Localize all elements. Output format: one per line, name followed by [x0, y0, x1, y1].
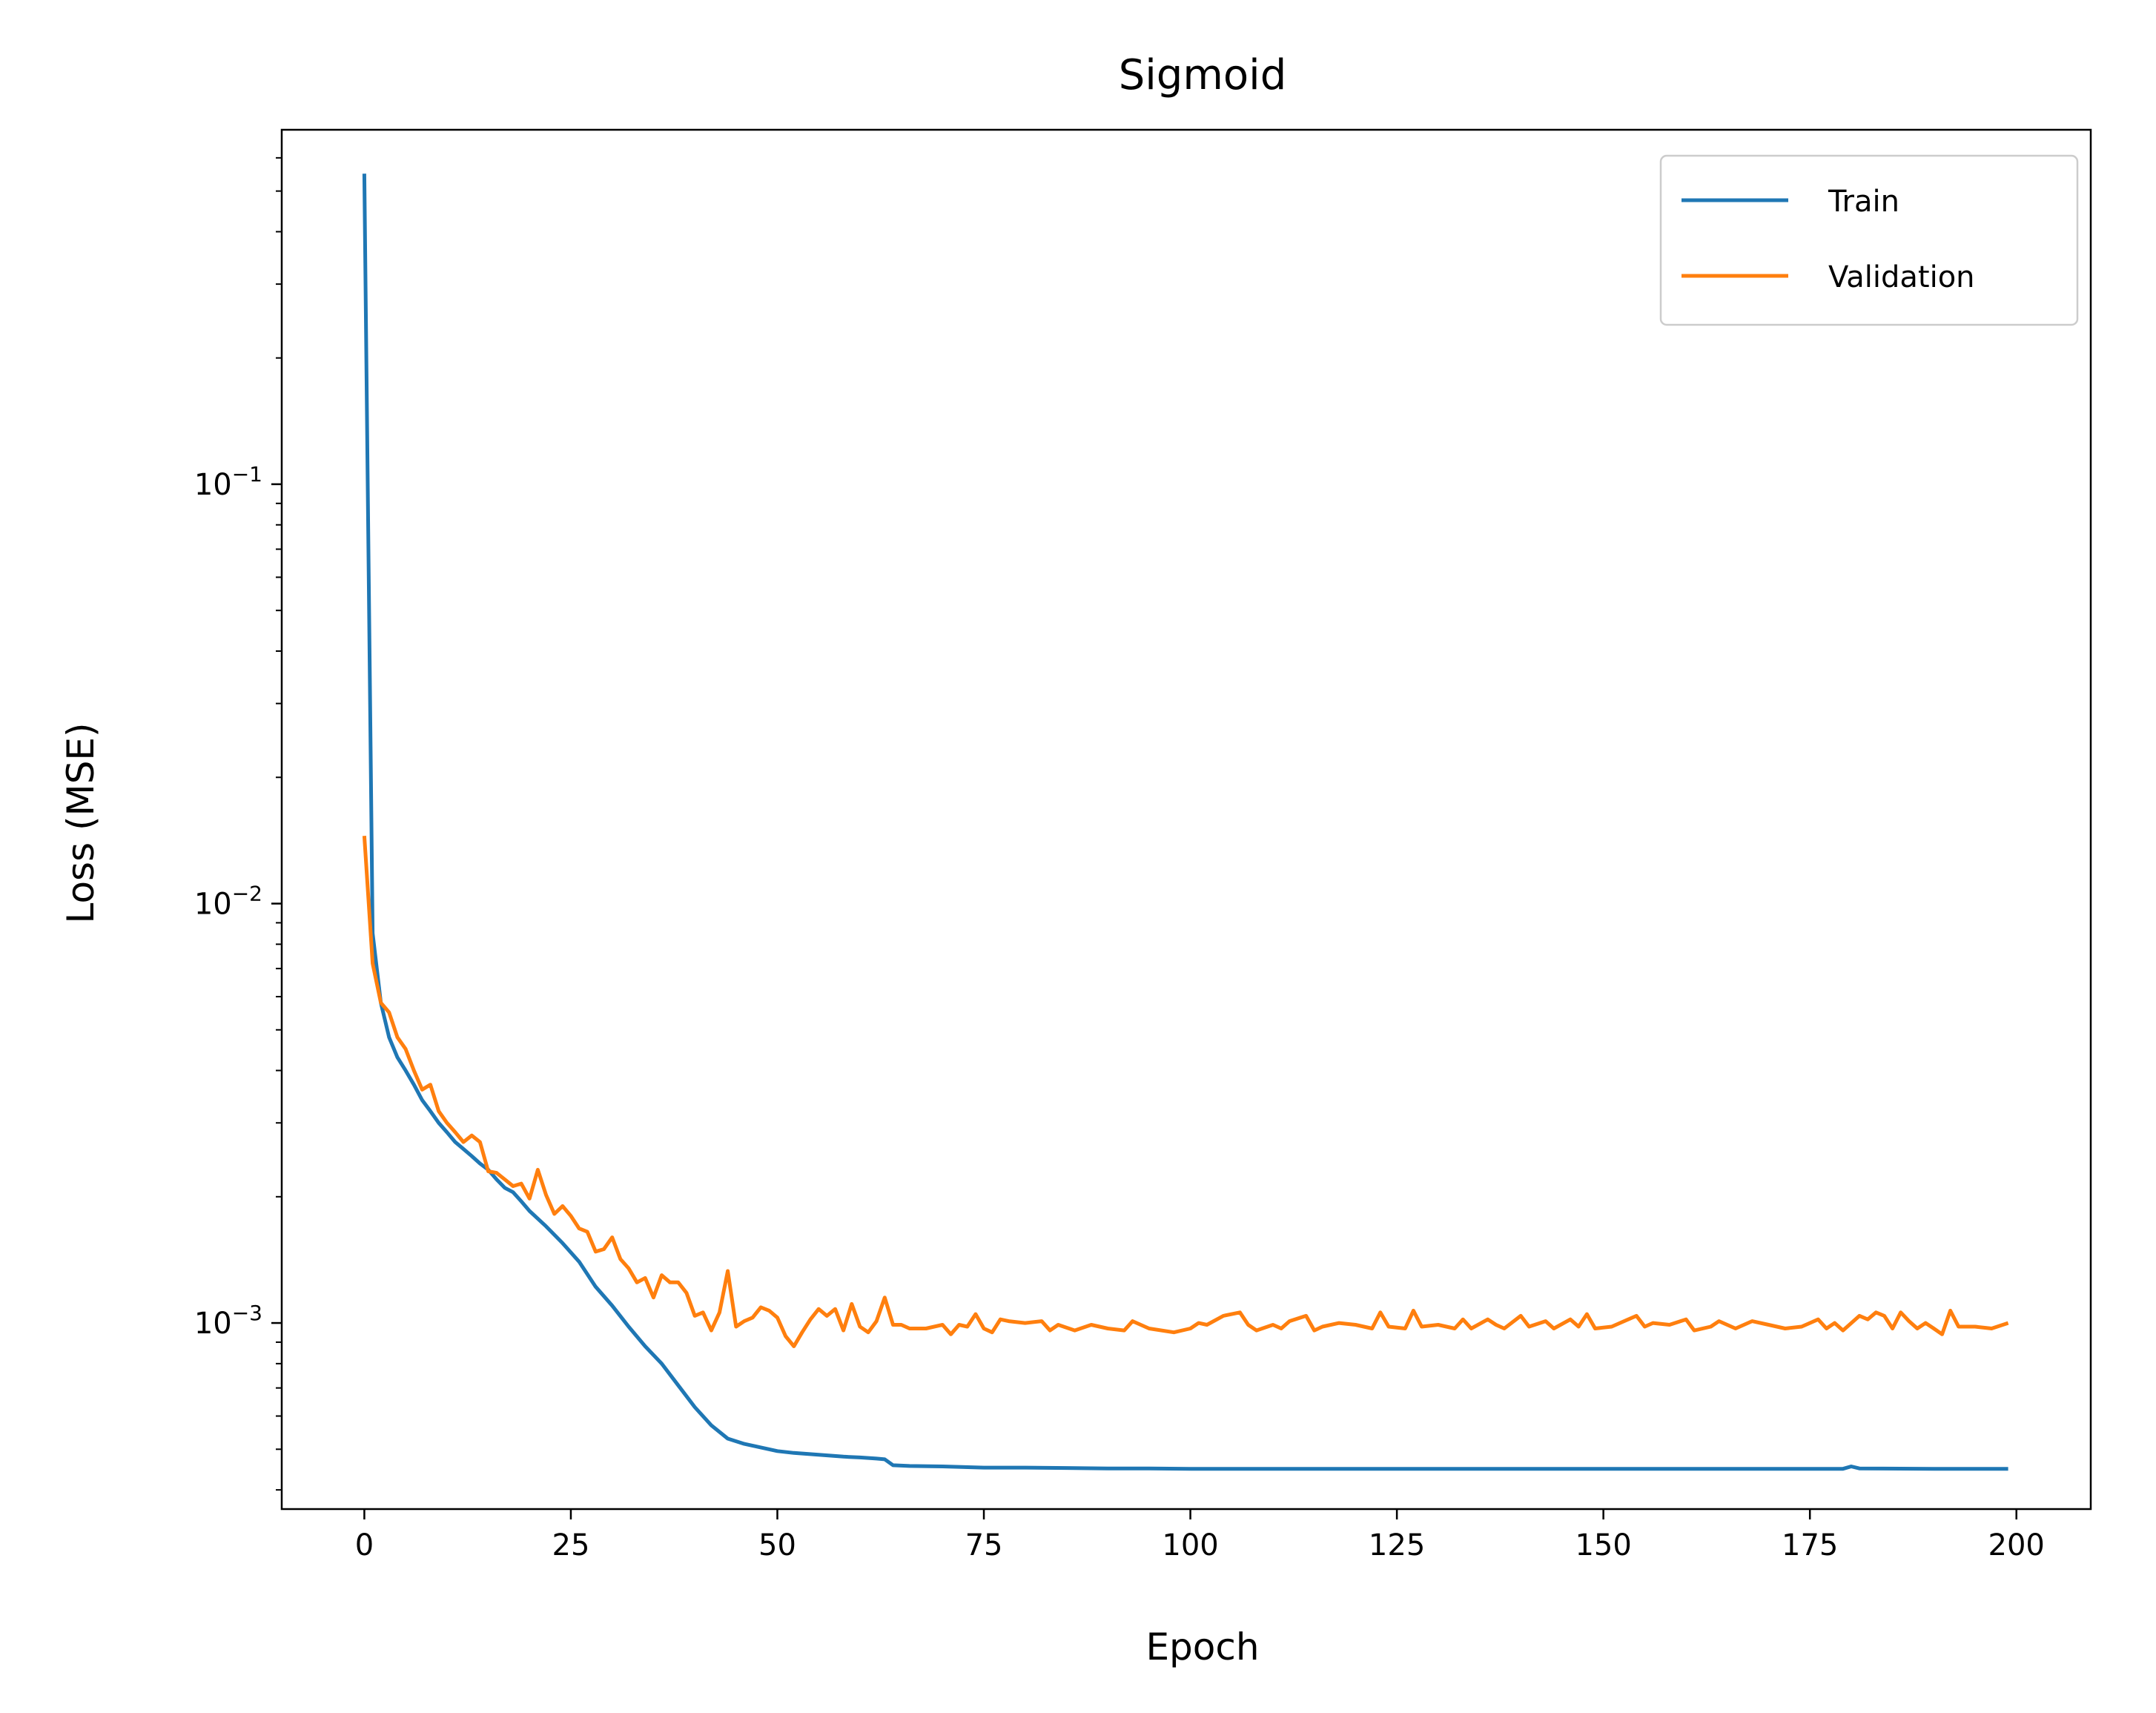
y-axis: 10−1 10−2 10−3	[194, 156, 282, 1491]
x-tick-label: 175	[1782, 1528, 1838, 1562]
chart-title: Sigmoid	[1119, 51, 1287, 99]
legend-label-train: Train	[1828, 185, 1899, 219]
x-axis: 0 25 50 75 100 125 150 175 200	[355, 1509, 2045, 1562]
x-tick-label: 200	[1988, 1528, 2045, 1562]
y-axis-label: Loss (MSE)	[59, 722, 102, 923]
x-axis-label: Epoch	[1145, 1625, 1259, 1669]
x-tick-label: 75	[965, 1528, 1003, 1562]
plot-lines	[362, 174, 2009, 1471]
x-tick-label: 150	[1575, 1528, 1631, 1562]
x-tick-label: 100	[1162, 1528, 1218, 1562]
x-tick-label: 50	[758, 1528, 796, 1562]
y-tick-label: 10−2	[194, 882, 262, 922]
x-tick-label: 125	[1369, 1528, 1425, 1562]
series-line-validation	[362, 836, 2009, 1348]
x-tick-label: 0	[355, 1528, 374, 1562]
legend: Train Validation	[1659, 154, 2079, 326]
x-tick-label: 25	[552, 1528, 590, 1562]
y-tick-label: 10−3	[194, 1301, 262, 1341]
y-tick-label: 10−1	[194, 462, 262, 502]
legend-box	[1659, 154, 2079, 326]
plot-frame	[280, 128, 2092, 1511]
series-line-train	[362, 174, 2008, 1471]
legend-label-validation: Validation	[1828, 260, 1975, 294]
